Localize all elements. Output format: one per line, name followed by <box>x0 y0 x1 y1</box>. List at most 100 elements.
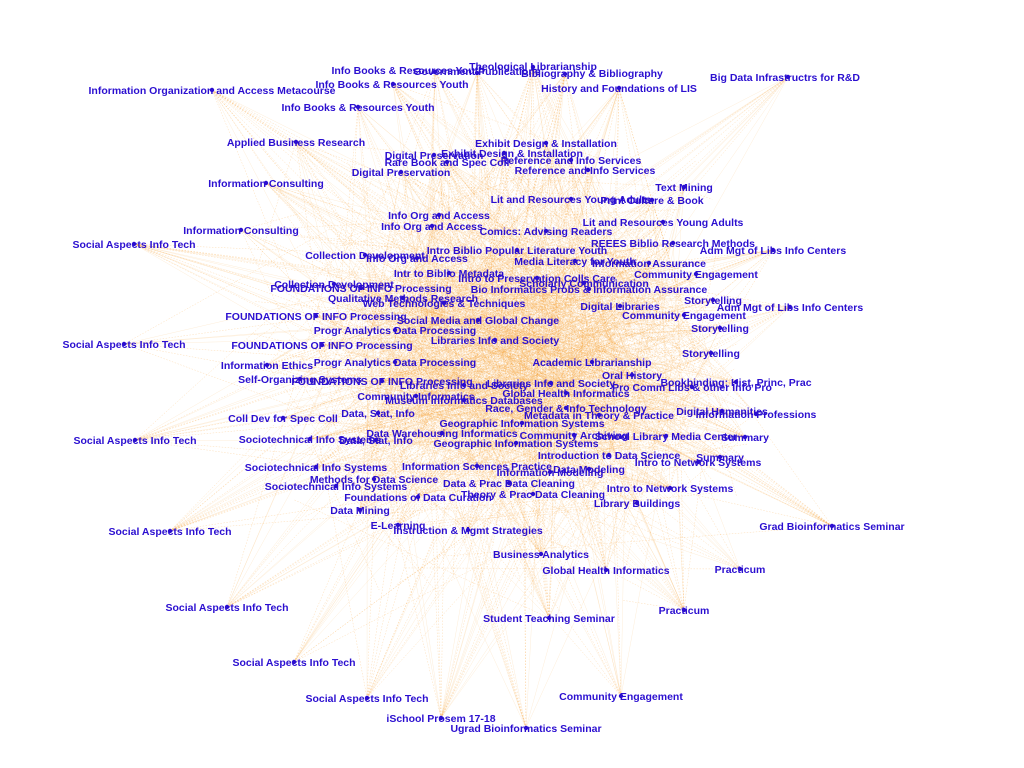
graph-node[interactable]: Social Aspects Info Tech <box>165 602 288 614</box>
graph-edge <box>416 257 521 579</box>
graph-node[interactable]: Applied Business Research <box>227 137 365 149</box>
graph-node[interactable]: Storytelling <box>682 348 740 360</box>
graph-node[interactable]: Practicum <box>715 564 766 576</box>
graph-node[interactable]: Information Organization and Access Meta… <box>89 85 336 97</box>
graph-node[interactable]: Summary <box>721 432 769 444</box>
graph-node[interactable]: Info Books & Resources Youth <box>315 79 468 91</box>
graph-edge <box>489 352 693 388</box>
graph-node[interactable]: Library Buildings <box>594 498 681 510</box>
graph-edge <box>397 299 526 526</box>
graph-edge <box>299 378 613 392</box>
graph-node[interactable]: Community Engagement <box>622 310 746 322</box>
graph-edge <box>553 420 575 436</box>
graph-node[interactable]: Information Ethics <box>221 360 313 372</box>
graph-node[interactable]: Text Mining <box>655 182 713 194</box>
graph-edge <box>133 243 527 438</box>
graph-edge <box>587 242 757 415</box>
graph-node[interactable]: Information Consulting <box>208 178 324 190</box>
graph-node[interactable]: Info Org and Access <box>381 221 483 233</box>
graph-edge <box>392 83 520 284</box>
graph-node[interactable]: Social Aspects Info Tech <box>73 435 196 447</box>
graph-edge <box>486 282 585 407</box>
graph-edge <box>411 161 448 312</box>
graph-edge <box>492 152 505 281</box>
graph-node[interactable]: Web Technologies & Techniques <box>363 298 526 310</box>
graph-node[interactable]: Social Aspects Info Tech <box>62 339 185 351</box>
graph-edge <box>426 262 650 310</box>
graph-edge <box>134 347 527 441</box>
graph-node[interactable]: Social Aspects Info Tech <box>232 657 355 669</box>
graph-edge <box>476 72 605 386</box>
graph-edge <box>524 262 650 509</box>
graph-node[interactable]: Intro to Network Systems <box>607 483 734 495</box>
graph-node[interactable]: Community Engagement <box>634 269 758 281</box>
graph-node[interactable]: Libraries Info and Society <box>431 335 560 347</box>
graph-node[interactable]: Oral History <box>602 370 662 382</box>
graph-edge <box>434 71 478 298</box>
graph-edge <box>335 321 490 487</box>
graph-node[interactable]: Digital Preservation <box>352 167 451 179</box>
graph-node[interactable]: FOUNDATIONS OF INFO Processing <box>231 340 412 352</box>
graph-node[interactable]: Data Mining <box>330 505 390 517</box>
graph-node[interactable]: Practicum <box>659 605 710 617</box>
graph-edge <box>265 182 424 352</box>
graph-node[interactable]: Information Consulting <box>183 225 299 237</box>
graph-node[interactable]: Data, Stat, Info <box>339 435 413 447</box>
graph-node[interactable]: Data, Stat, Info <box>341 408 415 420</box>
graph-edge <box>520 400 551 473</box>
graph-edge <box>524 249 774 340</box>
graph-edge <box>532 411 683 495</box>
graph-node[interactable]: Theory & Prac Data Cleaning <box>461 489 605 501</box>
graph-edge <box>500 386 693 406</box>
graph-node[interactable]: Bibliography & Bibliography <box>521 68 663 80</box>
graph-edge <box>413 426 671 489</box>
graph-edge <box>359 308 629 511</box>
graph-node[interactable]: Adm Mgt of Libs Info Centers <box>700 245 847 257</box>
graph-node[interactable]: Print Culture & Book <box>600 195 703 207</box>
graph-node[interactable]: Social Aspects Info Tech <box>305 693 428 705</box>
graph-node[interactable]: Information Modeling <box>497 467 604 479</box>
graph-edge <box>355 306 791 427</box>
graph-node[interactable]: History and Foundations of LIS <box>541 83 697 95</box>
graph-node[interactable]: Business Analytics <box>493 549 589 561</box>
graph-node[interactable]: Sociotechnical Info Systems <box>245 462 388 474</box>
graph-node[interactable]: Geographic Information Systems <box>433 438 598 450</box>
graph-node[interactable]: Reference and Info Services <box>515 165 656 177</box>
graph-edge <box>417 378 524 498</box>
graph-node[interactable]: Ugrad Bioinformatics Seminar <box>450 723 601 735</box>
graph-node[interactable]: Lit and Resources Young Adults <box>583 217 744 229</box>
graph-node[interactable]: Grad Bioinformatics Seminar <box>759 521 904 533</box>
graph-node[interactable]: Coll Dev for Spec Coll <box>228 413 338 425</box>
graph-edge <box>413 426 469 531</box>
graph-node[interactable]: Intro to Network Systems <box>635 457 762 469</box>
graph-node[interactable]: Academic Librarianship <box>532 357 651 369</box>
graph-node[interactable]: Big Data Infrastructrs for R&D <box>710 72 860 84</box>
graph-node[interactable]: Progr Analytics Data Processing <box>314 357 476 369</box>
graph-edge <box>656 231 685 316</box>
graph-node[interactable]: Storytelling <box>691 323 749 335</box>
graph-edge <box>392 83 524 367</box>
graph-node[interactable]: FOUNDATIONS OF INFO Processing <box>225 311 406 323</box>
graph-node[interactable]: Pro Comm Libs & other Info Pro <box>612 382 772 394</box>
graph-node[interactable]: School Library Media Center <box>595 431 737 443</box>
graph-edge <box>476 343 738 467</box>
graph-edge <box>369 316 737 383</box>
graph-node[interactable]: Info Books & Resources Youth <box>281 102 434 114</box>
graph-edge <box>392 83 616 444</box>
graph-edge <box>399 73 566 283</box>
graph-edge <box>523 169 589 213</box>
graph-node[interactable]: Info Org and Access <box>366 253 468 265</box>
graph-edge <box>123 334 551 345</box>
graph-edge <box>429 239 442 719</box>
graph-node[interactable]: Community Engagement <box>559 691 683 703</box>
graph-node[interactable]: Bio Informatics Probs & Information Assu… <box>471 284 708 296</box>
graph-edge <box>373 279 687 480</box>
graph-node[interactable]: Information Professions <box>696 409 817 421</box>
graph-node[interactable]: Social Aspects Info Tech <box>72 239 195 251</box>
graph-edge <box>415 373 545 397</box>
graph-node[interactable]: Student Teaching Seminar <box>483 613 615 625</box>
graph-node[interactable]: Social Aspects Info Tech <box>108 526 231 538</box>
graph-node[interactable]: Instruction & Mgmt Strategies <box>393 525 543 537</box>
graph-edge <box>420 199 653 367</box>
graph-node[interactable]: Global Health Informatics <box>542 565 669 577</box>
